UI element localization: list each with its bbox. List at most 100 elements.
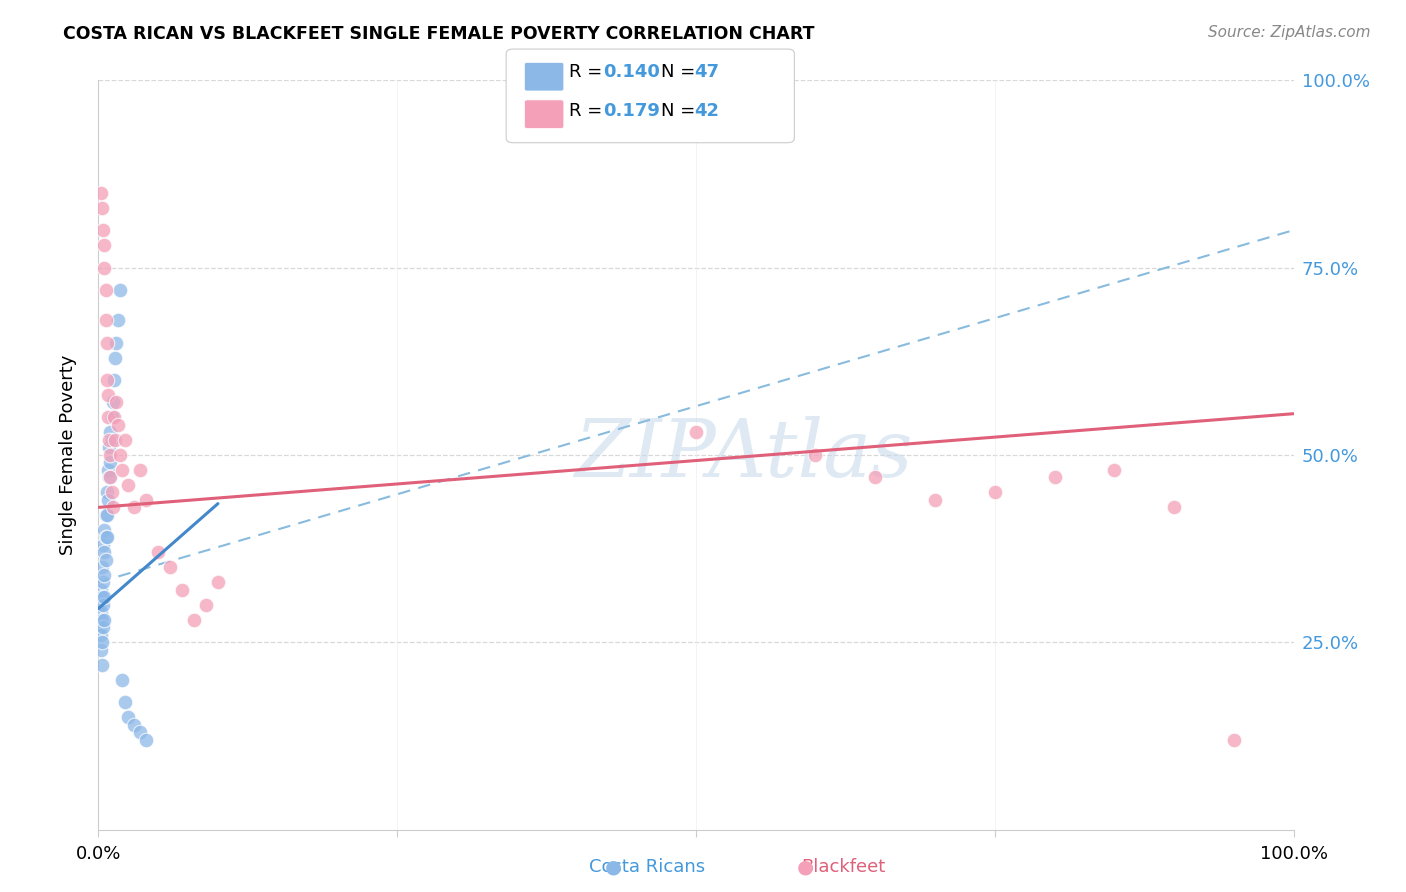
Point	[96, 485, 118, 500]
Point	[90, 186, 112, 200]
Text: Blackfeet: Blackfeet	[801, 858, 886, 876]
Point	[91, 201, 114, 215]
Point	[148, 545, 170, 559]
Point	[89, 598, 111, 612]
Point	[93, 567, 115, 582]
Point	[98, 470, 122, 484]
Point	[97, 492, 120, 507]
Point	[207, 575, 229, 590]
Point	[104, 351, 127, 365]
Point	[93, 545, 115, 559]
Point	[114, 695, 136, 709]
Point	[93, 613, 115, 627]
Point	[90, 605, 112, 619]
Point	[91, 591, 114, 605]
Point	[93, 523, 115, 537]
Point	[98, 441, 121, 455]
Point	[90, 582, 112, 597]
Point	[172, 582, 194, 597]
Point	[124, 500, 146, 515]
Point	[685, 425, 707, 440]
Point	[1104, 463, 1126, 477]
Point	[100, 433, 122, 447]
Point	[135, 492, 157, 507]
Point	[111, 673, 134, 687]
Point	[111, 463, 134, 477]
Point	[96, 530, 118, 544]
Point	[124, 717, 146, 731]
Point	[94, 283, 117, 297]
Point	[91, 575, 114, 590]
Point	[91, 223, 114, 237]
Point	[804, 448, 827, 462]
Point	[97, 410, 120, 425]
Point	[1043, 470, 1066, 484]
Point	[107, 313, 129, 327]
Point	[108, 448, 131, 462]
Point	[865, 470, 887, 484]
Text: 0.140: 0.140	[603, 63, 659, 81]
Text: Source: ZipAtlas.com: Source: ZipAtlas.com	[1208, 25, 1371, 40]
Point	[91, 560, 114, 574]
Text: 42: 42	[695, 103, 720, 120]
Text: R =: R =	[569, 103, 609, 120]
Point	[98, 455, 122, 469]
Point	[91, 538, 114, 552]
Point	[90, 628, 112, 642]
Point	[105, 395, 128, 409]
Point	[93, 260, 115, 275]
Point	[1223, 732, 1246, 747]
Point	[100, 485, 122, 500]
Point	[94, 530, 117, 544]
Point	[924, 492, 946, 507]
Text: Costa Ricans: Costa Ricans	[589, 858, 704, 876]
Point	[98, 425, 122, 440]
Point	[195, 598, 218, 612]
Text: R =: R =	[569, 63, 609, 81]
Point	[1163, 500, 1185, 515]
Point	[103, 373, 125, 387]
Text: ●: ●	[797, 857, 814, 876]
Point	[91, 613, 114, 627]
Point	[94, 553, 117, 567]
Point	[101, 395, 124, 409]
Point	[108, 283, 131, 297]
Point	[97, 463, 120, 477]
Point	[183, 613, 205, 627]
Text: N =: N =	[661, 103, 700, 120]
Point	[104, 433, 127, 447]
Point	[91, 657, 114, 672]
Point	[96, 335, 118, 350]
Point	[105, 335, 128, 350]
Point	[91, 635, 114, 649]
Text: ●: ●	[605, 857, 621, 876]
Point	[117, 478, 139, 492]
Point	[91, 620, 114, 634]
Point	[117, 710, 139, 724]
Point	[129, 725, 152, 739]
Point	[107, 417, 129, 432]
Point	[94, 313, 117, 327]
Point	[96, 508, 118, 522]
Text: ZIPAtlas: ZIPAtlas	[575, 417, 912, 493]
Point	[98, 448, 122, 462]
Point	[89, 620, 111, 634]
Point	[100, 410, 122, 425]
Point	[94, 508, 117, 522]
Text: N =: N =	[661, 63, 700, 81]
Point	[91, 598, 114, 612]
Point	[103, 410, 125, 425]
Y-axis label: Single Female Poverty: Single Female Poverty	[59, 355, 77, 555]
Point	[114, 433, 136, 447]
Point	[135, 732, 157, 747]
Point	[93, 238, 115, 252]
Point	[93, 591, 115, 605]
Text: COSTA RICAN VS BLACKFEET SINGLE FEMALE POVERTY CORRELATION CHART: COSTA RICAN VS BLACKFEET SINGLE FEMALE P…	[63, 25, 814, 43]
Point	[159, 560, 181, 574]
Point	[98, 470, 121, 484]
Point	[984, 485, 1007, 500]
Point	[101, 500, 124, 515]
Point	[97, 388, 120, 402]
Point	[96, 373, 118, 387]
Point	[90, 642, 112, 657]
